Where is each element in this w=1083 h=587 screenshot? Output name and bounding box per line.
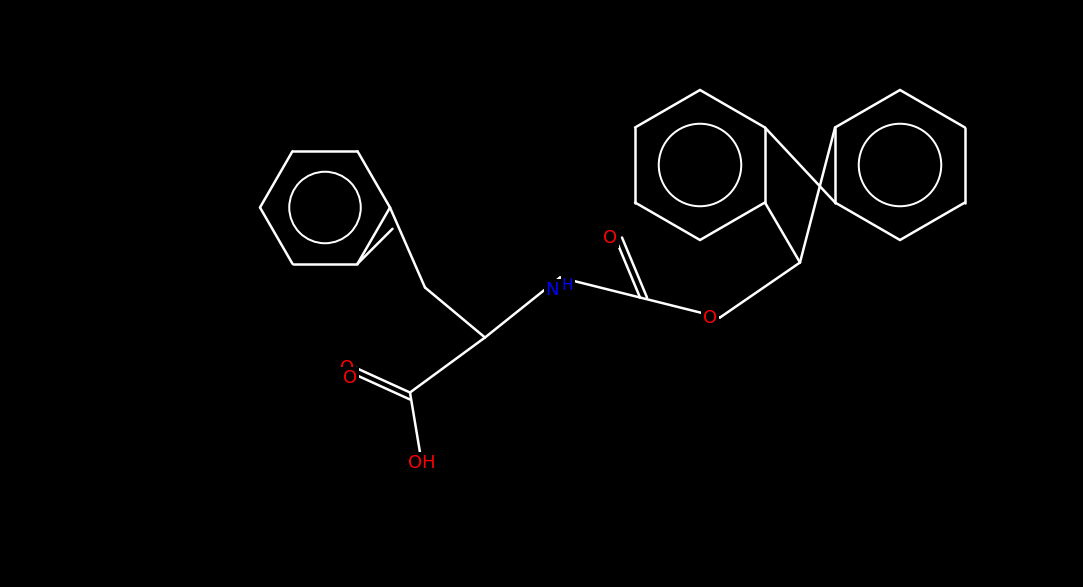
- Text: H: H: [562, 278, 574, 292]
- Text: N: N: [545, 281, 559, 299]
- Text: O: O: [703, 309, 717, 326]
- Text: O: O: [343, 369, 357, 386]
- Text: OH: OH: [408, 454, 435, 471]
- Text: O: O: [603, 228, 617, 247]
- Text: O: O: [340, 359, 354, 376]
